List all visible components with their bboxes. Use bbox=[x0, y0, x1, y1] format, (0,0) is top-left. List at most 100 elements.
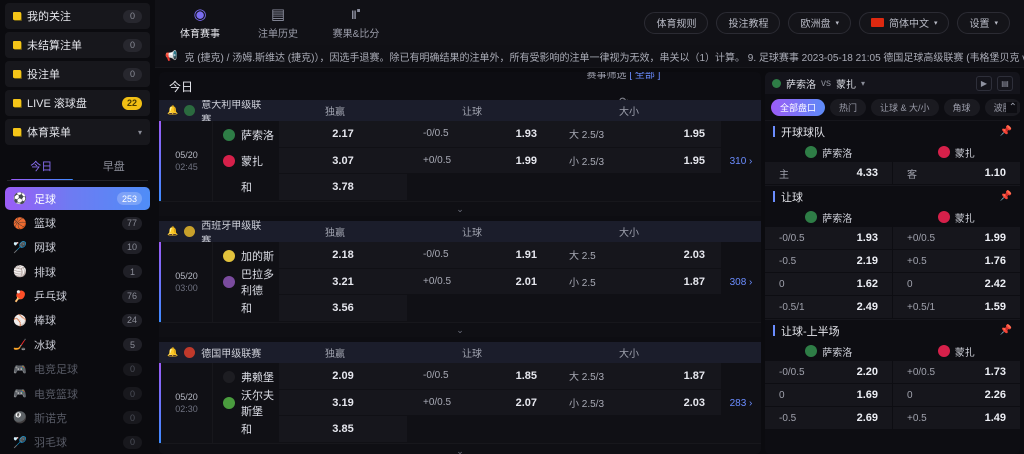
market-team-row: 萨索洛 蒙扎 bbox=[765, 341, 1020, 361]
top-pill-设置[interactable]: 设置 ▾ bbox=[957, 11, 1010, 34]
sidebar-sport-棒球[interactable]: ⚾ 棒球 24 bbox=[5, 309, 150, 332]
sidebar-quick-item-2[interactable]: 投注单 0 bbox=[5, 61, 150, 87]
market-tab-全部盘口[interactable]: 全部盘口 bbox=[771, 98, 826, 116]
sidebar-sport-网球[interactable]: 🏸 网球 10 bbox=[5, 236, 150, 259]
odds-cell-win-2[interactable]: 3.56 bbox=[279, 295, 407, 322]
odds-cell-total-1[interactable]: 小 2.5/3 1.95 bbox=[553, 147, 721, 174]
odds-cell-handicap-0[interactable]: -0/0.5 1.91 bbox=[407, 242, 553, 268]
odds-cell-total-1[interactable]: 小 2.5 1.87 bbox=[553, 268, 721, 295]
more-markets-link[interactable]: 308 › bbox=[729, 276, 753, 288]
more-markets-link[interactable]: 283 › bbox=[729, 397, 753, 409]
sidebar-sport-冰球[interactable]: 🏒 冰球 5 bbox=[5, 333, 150, 356]
pin-icon[interactable]: 📌 bbox=[999, 191, 1012, 202]
day-tab-0[interactable]: 今日 bbox=[5, 152, 78, 181]
sidebar-quick-item-0[interactable]: 我的关注 0 bbox=[5, 3, 150, 29]
odds-cell-handicap-1[interactable]: +0/0.5 2.01 bbox=[407, 268, 553, 295]
market-line: -0.5/1 bbox=[779, 301, 805, 313]
sidebar-sport-电竞足球[interactable]: 🎮 电竞足球 0 bbox=[5, 358, 150, 381]
sidebar-sport-排球[interactable]: 🏐 排球 1 bbox=[5, 260, 150, 283]
top-nav-赛果&比分[interactable]: ⑈ 赛果&比分 bbox=[326, 5, 386, 41]
market-cell-1-0[interactable]: 0 1.69 bbox=[765, 384, 892, 406]
chevron-down-icon[interactable]: ▾ bbox=[137, 127, 142, 137]
odds-cell-total-0[interactable]: 大 2.5/3 1.87 bbox=[553, 363, 721, 389]
market-cell-0-1[interactable]: +0/0.5 1.99 bbox=[893, 227, 1020, 249]
market-row: -0/0.5 1.93 +0/0.5 1.99 bbox=[765, 227, 1020, 249]
market-cell-0-0[interactable]: -0/0.5 2.20 bbox=[765, 361, 892, 383]
market-tab-角球[interactable]: 角球 bbox=[943, 98, 980, 116]
handicap-odds: 2.01 bbox=[515, 275, 537, 288]
odds-cell-handicap-1[interactable]: +0/0.5 1.99 bbox=[407, 147, 553, 174]
market-collapse-icon[interactable]: ⌃ bbox=[1005, 101, 1017, 113]
handicap-odds: 1.99 bbox=[515, 154, 537, 167]
market-cell-1-1[interactable]: +0.5 1.76 bbox=[893, 250, 1020, 272]
sidebar-quick-item-3[interactable]: LIVE 滚球盘 22 bbox=[5, 90, 150, 116]
odds-cell-win-0[interactable]: 2.18 bbox=[279, 242, 407, 268]
main-area: ◉ 体育赛事 ▤ 注单历史 ⑈ 赛果&比分 体育规则 投注教程 欧洲盘 ▾ 简体中文 ▾ 设置 ▾ 📢 … bbox=[155, 0, 1024, 454]
pin-icon[interactable]: 📌 bbox=[999, 325, 1012, 336]
bell-icon[interactable]: 🔔 bbox=[167, 347, 179, 357]
expand-markets-toggle[interactable]: ⌄ bbox=[159, 201, 761, 216]
sidebar-sport-篮球[interactable]: 🏀 篮球 77 bbox=[5, 211, 150, 234]
sidebar-sport-足球[interactable]: ⚽ 足球 253 bbox=[5, 187, 150, 211]
market-cell-2-1[interactable]: 0 2.42 bbox=[893, 273, 1020, 295]
odds-cell-win-2[interactable]: 3.78 bbox=[279, 174, 407, 201]
odds-cell-win-0[interactable]: 2.09 bbox=[279, 363, 407, 389]
top-pill-体育规则[interactable]: 体育规则 bbox=[644, 11, 709, 34]
top-pill-欧洲盘[interactable]: 欧洲盘 ▾ bbox=[788, 11, 851, 34]
event-filter-control[interactable]: 赛事筛选 [ 全部 ] bbox=[587, 72, 661, 81]
market-odds: 2.69 bbox=[856, 412, 878, 424]
pin-icon[interactable]: 📌 bbox=[999, 126, 1012, 137]
market-tab-让球 & 大/小[interactable]: 让球 & 大/小 bbox=[871, 98, 939, 116]
market-cell-1-1[interactable]: 0 2.26 bbox=[893, 384, 1020, 406]
league-header[interactable]: 🔔 西班牙甲级联赛 独赢 让球 大小 bbox=[159, 221, 761, 247]
market-cell-2-0[interactable]: -0.5 2.69 bbox=[765, 407, 892, 429]
day-tab-1[interactable]: 早盘 bbox=[102, 161, 125, 173]
odds-cell-total-1[interactable]: 小 2.5/3 2.03 bbox=[553, 389, 721, 416]
sidebar-sport-乒乓球[interactable]: 🏓 乒乓球 76 bbox=[5, 284, 150, 307]
market-cell-3-0[interactable]: -0.5/1 2.49 bbox=[765, 296, 892, 318]
market-cell-2-1[interactable]: +0.5 1.49 bbox=[893, 407, 1020, 429]
market-cell-1-0[interactable]: -0.5 2.19 bbox=[765, 250, 892, 272]
sidebar-quick-item-1[interactable]: 未结算注单 0 bbox=[5, 32, 150, 58]
odds-cell-handicap-0[interactable]: -0/0.5 1.85 bbox=[407, 363, 553, 389]
market-cell-2-0[interactable]: 0 1.62 bbox=[765, 273, 892, 295]
bell-icon[interactable]: 🔔 bbox=[167, 226, 179, 236]
sidebar-sport-羽毛球[interactable]: 🏸 羽毛球 0 bbox=[5, 431, 150, 454]
sidebar-quick-item-4[interactable]: 体育菜单 ▾ bbox=[5, 119, 150, 145]
odds-cell-handicap-1[interactable]: +0/0.5 2.07 bbox=[407, 389, 553, 416]
market-row: -0/0.5 2.20 +0/0.5 1.73 bbox=[765, 361, 1020, 383]
odds-cell-handicap-0[interactable]: -0/0.5 1.93 bbox=[407, 121, 553, 147]
sidebar-sport-电竞篮球[interactable]: 🎮 电竞篮球 0 bbox=[5, 382, 150, 405]
odds-cell-win-0[interactable]: 2.17 bbox=[279, 121, 407, 147]
bell-icon[interactable]: 🔔 bbox=[167, 105, 179, 115]
market-cell-0-1[interactable]: 客 1.10 bbox=[893, 162, 1020, 184]
expand-markets-toggle[interactable]: ⌄ bbox=[159, 443, 761, 454]
odds-cell-total-0[interactable]: 大 2.5 2.03 bbox=[553, 242, 721, 268]
chevron-down-icon[interactable]: ▾ bbox=[861, 78, 866, 88]
market-cell-0-0[interactable]: 主 4.33 bbox=[765, 162, 892, 184]
top-pill-投注教程[interactable]: 投注教程 bbox=[716, 11, 781, 34]
odds-cell-win-1[interactable]: 3.21 bbox=[279, 268, 407, 295]
market-cell-3-1[interactable]: +0.5/1 1.59 bbox=[893, 296, 1020, 318]
sidebar-sport-斯诺克[interactable]: 🎱 斯诺克 0 bbox=[5, 406, 150, 429]
league-header[interactable]: 🔔 意大利甲级联赛 独赢 让球 大小 bbox=[159, 100, 761, 126]
total-line: 大 2.5/3 bbox=[569, 372, 605, 384]
odds-cell-win-2[interactable]: 3.85 bbox=[279, 416, 407, 443]
sidebar-sport-count: 253 bbox=[116, 192, 142, 206]
events-scroll[interactable]: 🔔意大利甲级联赛独赢让球大小05/2002:45萨索洛蒙扎和▶🔔2.173.07… bbox=[159, 100, 761, 454]
market-tab-热门[interactable]: 热门 bbox=[830, 98, 867, 116]
top-nav-注单历史[interactable]: ▤ 注单历史 bbox=[248, 5, 308, 40]
odds-cell-total-0[interactable]: 大 2.5/3 1.95 bbox=[553, 121, 721, 147]
market-cell-0-0[interactable]: -0/0.5 1.93 bbox=[765, 227, 892, 249]
league-header[interactable]: 🔔 德国甲级联赛 独赢 让球 大小 bbox=[159, 342, 761, 363]
top-pill-简体中文[interactable]: 简体中文 ▾ bbox=[858, 11, 950, 34]
match-time: 05/20 03:00 bbox=[161, 242, 213, 322]
market-cell-0-1[interactable]: +0/0.5 1.73 bbox=[893, 361, 1020, 383]
expand-markets-toggle[interactable]: ⌄ bbox=[159, 322, 761, 337]
more-markets-link[interactable]: 310 › bbox=[729, 155, 753, 167]
stats-icon[interactable]: ▤ bbox=[997, 75, 1013, 91]
play-icon[interactable]: ▶ bbox=[976, 75, 992, 91]
top-nav-体育赛事[interactable]: ◉ 体育赛事 bbox=[170, 5, 230, 40]
odds-cell-win-1[interactable]: 3.19 bbox=[279, 389, 407, 416]
odds-cell-win-1[interactable]: 3.07 bbox=[279, 147, 407, 174]
